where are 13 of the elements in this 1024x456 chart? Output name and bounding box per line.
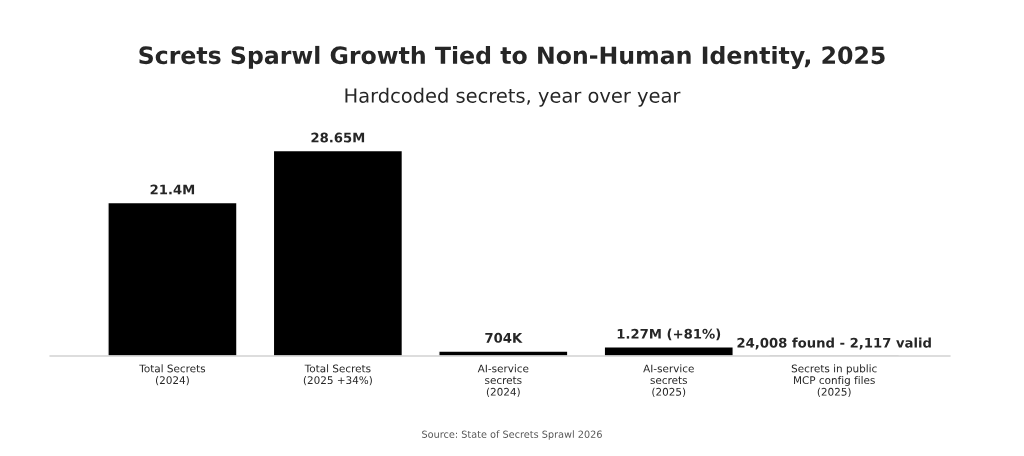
x-tick-label: Secrets in public MCP config files (2025)	[791, 364, 877, 397]
chart-title: Screts Sparwl Growth Tied to Non-Human Identity, 2025	[139, 45, 885, 69]
x-tick-label: Total Secrets (2024)	[139, 364, 206, 386]
x-tick-label: AI-service secrets (2024)	[477, 364, 529, 397]
data-label: 24,008 found - 2,117 valid	[737, 337, 931, 350]
data-label: 28.65M	[311, 132, 365, 143]
source-note: Source: State of Secrets Sprawl 2026	[422, 430, 602, 440]
data-label: 1.27M (+81%)	[617, 328, 721, 341]
x-tick-label: Total Secrets (2025 +34%)	[303, 364, 372, 386]
chart-subtitle: Hardcoded secrets, year over year	[345, 87, 681, 107]
x-tick-label: AI-service secrets (2025)	[643, 364, 694, 397]
data-label: 704K	[485, 332, 523, 343]
data-label: 21.4M	[150, 184, 195, 195]
